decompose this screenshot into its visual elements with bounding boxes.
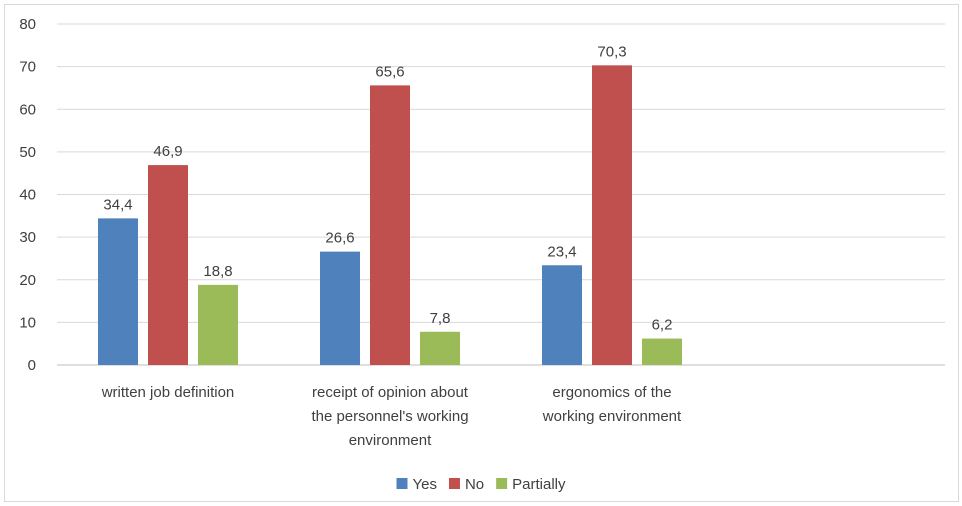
category-label: the personnel's working xyxy=(311,408,468,425)
bar-partially-0 xyxy=(198,284,238,365)
bar-no-0 xyxy=(148,165,188,365)
data-label: 70,3 xyxy=(597,43,626,60)
y-tick-label: 60 xyxy=(19,101,36,118)
legend-label-partially: Partially xyxy=(512,476,566,493)
data-label: 18,8 xyxy=(203,263,232,280)
bar-no-2 xyxy=(592,65,632,365)
y-tick-label: 40 xyxy=(19,187,36,204)
data-label: 46,9 xyxy=(153,143,182,160)
y-tick-label: 20 xyxy=(19,272,36,289)
data-label: 7,8 xyxy=(430,310,451,327)
legend-swatch-partially xyxy=(496,478,508,489)
legend-swatch-yes xyxy=(396,478,408,489)
category-label: receipt of opinion about xyxy=(312,384,469,401)
category-label: working environment xyxy=(542,408,682,425)
data-label: 65,6 xyxy=(375,63,404,80)
legend-swatch-no xyxy=(448,478,460,489)
category-label: environment xyxy=(349,432,432,449)
data-label: 26,6 xyxy=(325,230,354,247)
bar-yes-0 xyxy=(98,218,138,365)
bar-partially-2 xyxy=(642,338,682,365)
bar-yes-2 xyxy=(542,265,582,365)
y-tick-label: 70 xyxy=(19,59,36,76)
y-tick-label: 50 xyxy=(19,144,36,161)
y-tick-label: 0 xyxy=(28,357,36,374)
legend-label-no: No xyxy=(465,476,484,493)
y-tick-label: 80 xyxy=(19,16,36,33)
legend-label-yes: Yes xyxy=(413,476,437,493)
data-label: 6,2 xyxy=(652,317,673,334)
y-tick-label: 10 xyxy=(19,314,36,331)
data-label: 34,4 xyxy=(103,196,132,213)
bar-no-1 xyxy=(370,85,410,365)
data-label: 23,4 xyxy=(547,243,576,260)
y-tick-label: 30 xyxy=(19,229,36,246)
bar-yes-1 xyxy=(320,251,360,365)
category-label: written job definition xyxy=(101,384,235,401)
category-label: ergonomics of the xyxy=(552,384,671,401)
bar-partially-1 xyxy=(420,331,460,365)
